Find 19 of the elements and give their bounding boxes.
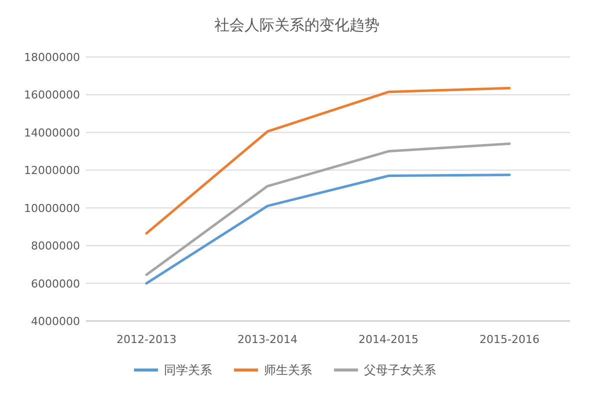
x-tick-label: 2015-2016: [480, 333, 540, 346]
x-tick-label: 2014-2015: [358, 333, 418, 346]
legend-label: 师生关系: [264, 363, 312, 377]
x-tick-label: 2013-2014: [238, 333, 298, 346]
y-tick-label: 10000000: [24, 202, 80, 215]
y-tick-label: 8000000: [31, 240, 80, 253]
y-tick-label: 18000000: [24, 51, 80, 64]
legend-label: 同学关系: [164, 363, 212, 377]
line-series: [145, 86, 511, 235]
legend-label: 父母子女关系: [364, 363, 436, 377]
chart-title: 社会人际关系的变化趋势: [214, 16, 380, 34]
y-tick-label: 12000000: [24, 164, 80, 178]
y-tick-label: 14000000: [24, 126, 80, 140]
y-tick-label: 6000000: [31, 277, 80, 290]
line-series: [145, 174, 511, 285]
x-tick-label: 2012-2013: [116, 333, 176, 346]
line-series: [145, 142, 511, 276]
y-tick-label: 16000000: [24, 88, 80, 102]
y-tick-label: 4000000: [31, 315, 80, 328]
